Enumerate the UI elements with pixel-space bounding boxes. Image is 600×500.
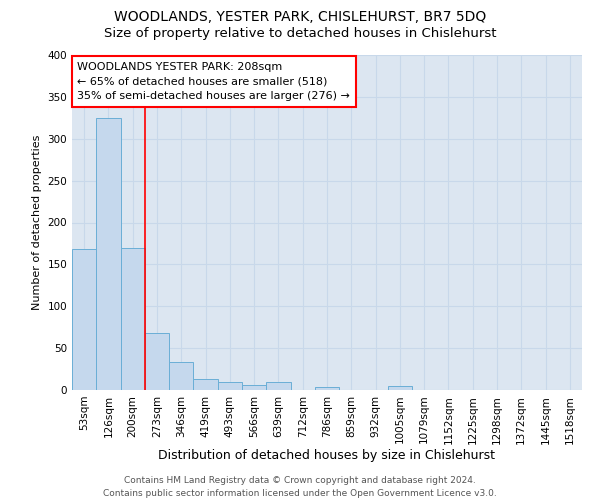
Bar	[169, 362, 193, 390]
Text: WOODLANDS YESTER PARK: 208sqm
← 65% of detached houses are smaller (518)
35% of : WOODLANDS YESTER PARK: 208sqm ← 65% of d…	[77, 62, 350, 102]
Y-axis label: Number of detached properties: Number of detached properties	[32, 135, 42, 310]
Bar	[193, 379, 218, 390]
Bar	[266, 382, 290, 390]
Bar	[242, 385, 266, 390]
Text: Size of property relative to detached houses in Chislehurst: Size of property relative to detached ho…	[104, 28, 496, 40]
Bar	[145, 333, 169, 390]
Bar	[388, 386, 412, 390]
Bar	[96, 118, 121, 390]
Bar	[72, 250, 96, 390]
X-axis label: Distribution of detached houses by size in Chislehurst: Distribution of detached houses by size …	[158, 449, 496, 462]
Bar	[218, 382, 242, 390]
Bar	[121, 248, 145, 390]
Text: WOODLANDS, YESTER PARK, CHISLEHURST, BR7 5DQ: WOODLANDS, YESTER PARK, CHISLEHURST, BR7…	[114, 10, 486, 24]
Text: Contains HM Land Registry data © Crown copyright and database right 2024.
Contai: Contains HM Land Registry data © Crown c…	[103, 476, 497, 498]
Bar	[315, 386, 339, 390]
